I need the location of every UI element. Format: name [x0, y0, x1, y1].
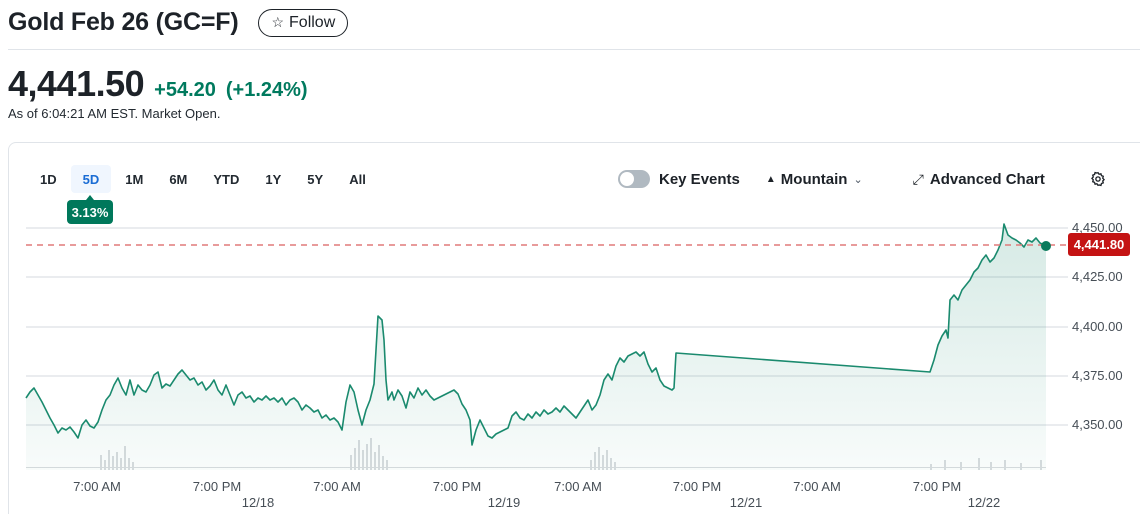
x-tick: 7:00 AM — [793, 479, 841, 494]
last-price: 4,441.50 — [8, 63, 145, 104]
range-change-badge: 3.13% — [67, 195, 113, 224]
price-change-percent: (+1.24%) — [225, 79, 308, 101]
expand-arrow-icon: ⤢ — [912, 170, 924, 187]
quote-row: 4,441.50 +54.20 (+1.24%) — [8, 63, 308, 105]
advanced-chart-button[interactable]: ⤢ Advanced Chart — [913, 171, 1045, 188]
x-tick: 7:00 AM — [73, 479, 121, 494]
chart-type-dropdown[interactable]: ▲ Mountain ⌄ — [766, 171, 863, 188]
key-events-toggle[interactable] — [618, 170, 650, 188]
range-5d[interactable]: 5D — [70, 165, 112, 193]
range-1m[interactable]: 1M — [125, 171, 144, 187]
range-selector: 1D 5D 1M 6M YTD 1Y 5Y All — [28, 165, 380, 193]
range-6m[interactable]: 6M — [169, 171, 188, 187]
chart-type-label: Mountain — [780, 170, 848, 188]
x-tick: 7:00 AM — [554, 479, 602, 494]
y-tick-4450: 4,450.00 — [1072, 220, 1123, 235]
chevron-down-icon: ⌄ — [853, 173, 863, 186]
toggle-knob — [620, 172, 634, 186]
page-title: Gold Feb 26 (GC=F) — [8, 8, 239, 36]
current-price-tag: 4,441.80 — [1068, 233, 1130, 256]
x-tick: 7:00 AM — [313, 479, 361, 494]
x-tick: 7:00 PM — [672, 479, 722, 494]
y-tick-4400: 4,400.00 — [1072, 319, 1123, 334]
star-outline-icon: ☆ — [271, 14, 285, 30]
x-date-label: 12/22 — [967, 495, 1001, 510]
chart-toolbar: Key Events ▲ Mountain ⌄ ⤢ Advanced Chart — [618, 168, 1107, 190]
x-date-label: 12/19 — [487, 495, 521, 510]
follow-label: Follow — [289, 13, 336, 31]
gear-icon[interactable] — [1089, 170, 1107, 188]
range-1d[interactable]: 1D — [40, 171, 57, 187]
range-all[interactable]: All — [349, 171, 366, 187]
x-tick: 7:00 PM — [192, 479, 242, 494]
x-tick: 7:00 PM — [912, 479, 962, 494]
range-5y[interactable]: 5Y — [307, 171, 324, 187]
y-tick-4350: 4,350.00 — [1072, 417, 1123, 432]
x-date-label: 12/18 — [241, 495, 275, 510]
mountain-icon: ▲ — [765, 173, 776, 185]
chart-card — [8, 142, 1140, 514]
follow-button[interactable]: ☆ Follow — [258, 8, 349, 37]
range-1y[interactable]: 1Y — [265, 171, 282, 187]
y-tick-4375: 4,375.00 — [1072, 368, 1123, 383]
price-change: +54.20 — [154, 79, 216, 101]
divider — [8, 49, 1140, 50]
market-status: As of 6:04:21 AM EST. Market Open. — [8, 106, 221, 121]
advanced-chart-label: Advanced Chart — [929, 170, 1045, 188]
y-tick-4425: 4,425.00 — [1072, 269, 1123, 284]
range-ytd[interactable]: YTD — [213, 171, 240, 187]
title-row: Gold Feb 26 (GC=F) ☆ Follow — [8, 8, 349, 37]
x-tick: 7:00 PM — [432, 479, 482, 494]
key-events-label: Key Events — [659, 170, 740, 188]
x-date-label: 12/21 — [729, 495, 763, 510]
